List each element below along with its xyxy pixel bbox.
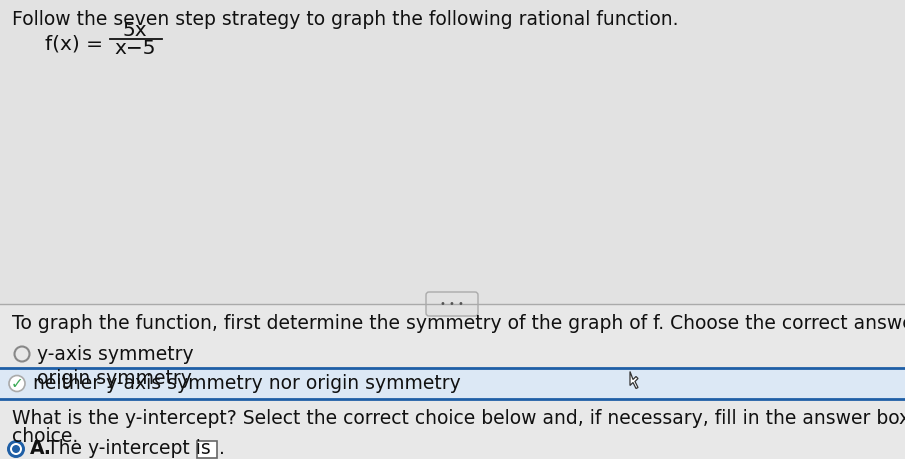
Text: f(x) =: f(x) = (45, 34, 103, 54)
Text: origin symmetry: origin symmetry (37, 369, 192, 388)
Text: 5x: 5x (123, 22, 148, 40)
Text: x−5: x−5 (114, 39, 156, 58)
Text: y-axis symmetry: y-axis symmetry (37, 345, 194, 364)
Circle shape (7, 440, 25, 458)
Text: • • •: • • • (440, 299, 464, 309)
Circle shape (9, 375, 25, 392)
Text: neither y-axis symmetry nor origin symmetry: neither y-axis symmetry nor origin symme… (33, 374, 461, 393)
Text: To graph the function, first determine the symmetry of the graph of f. Choose th: To graph the function, first determine t… (12, 314, 905, 333)
Circle shape (12, 445, 20, 453)
Text: Follow the seven step strategy to graph the following rational function.: Follow the seven step strategy to graph … (12, 10, 679, 29)
Polygon shape (630, 371, 638, 388)
Text: What is the y-intercept? Select the correct choice below and, if necessary, fill: What is the y-intercept? Select the corr… (12, 409, 905, 428)
Bar (0, 0, 905, 304)
Bar (0, 304, 905, 459)
Text: ✓: ✓ (11, 376, 24, 391)
FancyBboxPatch shape (197, 441, 217, 458)
Text: A.: A. (30, 440, 52, 459)
Text: .: . (219, 440, 224, 459)
Text: choice.: choice. (12, 427, 78, 446)
FancyBboxPatch shape (426, 292, 478, 316)
Text: The y-intercept is: The y-intercept is (47, 440, 211, 459)
Circle shape (10, 443, 22, 455)
Bar (0, 368, 905, 399)
